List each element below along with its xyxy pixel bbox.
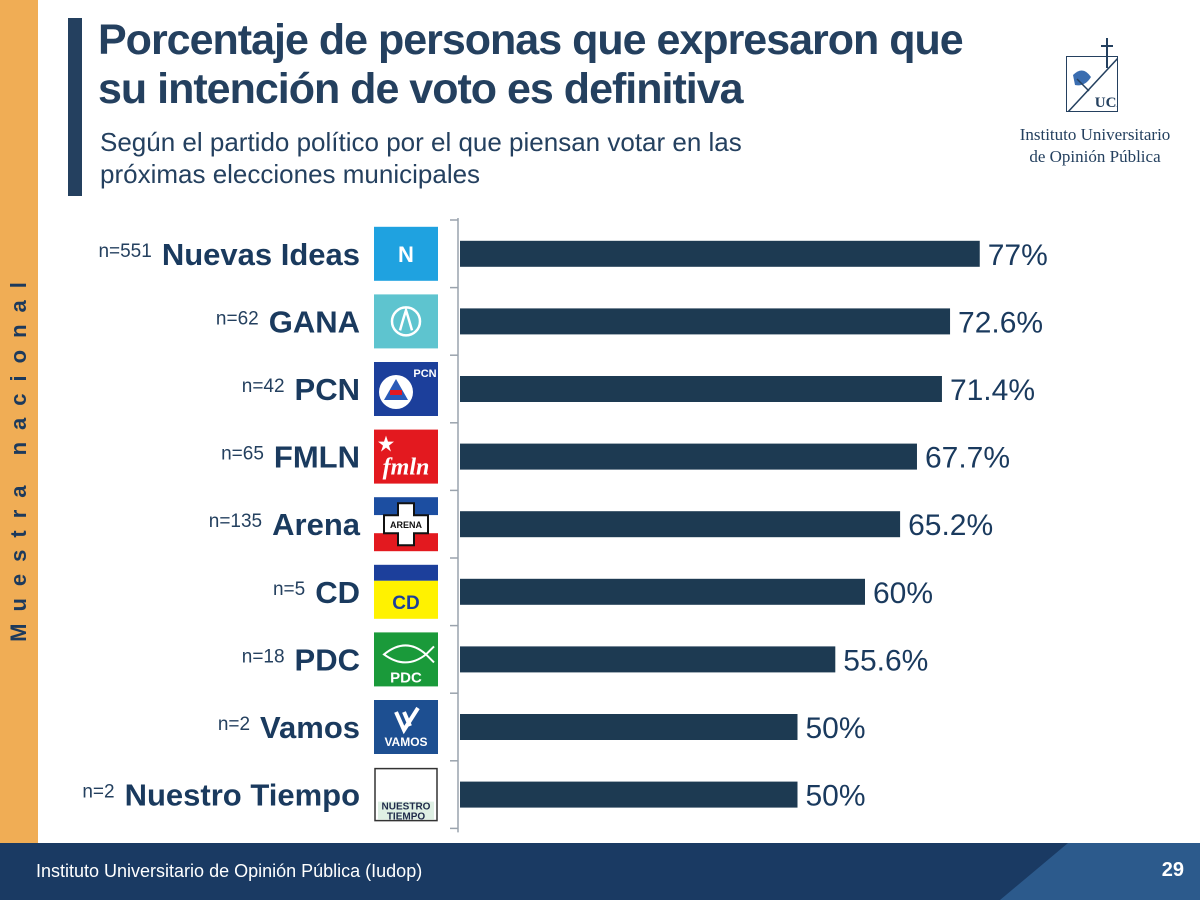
sample-size-label: n=62 bbox=[216, 308, 259, 329]
logo-text: CD bbox=[392, 593, 419, 614]
iudop-logo: UCA Instituto Universitario de Opinión P… bbox=[1000, 38, 1190, 178]
party-label: Nuestro Tiempo bbox=[125, 778, 360, 813]
footer-institution: Instituto Universitario de Opinión Públi… bbox=[36, 861, 423, 881]
party-label: Nuevas Ideas bbox=[162, 237, 360, 272]
page-subtitle: Según el partido político por el que pie… bbox=[100, 127, 742, 189]
value-label: 50% bbox=[806, 780, 866, 813]
footer-bar: Instituto Universitario de Opinión Públi… bbox=[0, 843, 1200, 900]
party-label: PDC bbox=[295, 642, 360, 677]
party-label: FMLN bbox=[274, 440, 360, 475]
logo-text-line: TIEMPO bbox=[387, 812, 426, 823]
cd-logo: CD bbox=[374, 564, 438, 619]
sample-size-label: n=42 bbox=[242, 376, 285, 397]
value-label: 60% bbox=[873, 577, 933, 610]
sample-size-label: n=65 bbox=[221, 444, 264, 465]
party-label: Arena bbox=[272, 507, 361, 542]
logo-text: VAMOS bbox=[384, 735, 427, 749]
bar bbox=[460, 578, 865, 605]
pcn-logo: PCN bbox=[374, 362, 438, 416]
value-label: 67.7% bbox=[925, 442, 1010, 475]
logo-text: PCN bbox=[413, 368, 436, 380]
page-title: Porcentaje de personas que expresaron qu… bbox=[98, 16, 964, 113]
logo-text-line: NUESTRO bbox=[382, 802, 431, 813]
logo-line-1: Instituto Universitario bbox=[1019, 125, 1171, 144]
value-label: 50% bbox=[806, 712, 866, 745]
logo-line-2: de Opinión Pública bbox=[1029, 147, 1161, 166]
bar bbox=[460, 511, 901, 538]
bar bbox=[460, 240, 980, 267]
bar bbox=[460, 781, 798, 808]
value-label: 55.6% bbox=[843, 644, 928, 677]
pdc-logo: PDC bbox=[374, 632, 438, 687]
value-label: 77% bbox=[988, 239, 1048, 272]
bar bbox=[460, 714, 798, 740]
logo-text: PDC bbox=[390, 669, 422, 686]
sample-size-label: n=551 bbox=[98, 241, 151, 262]
cross-icon bbox=[1101, 38, 1113, 68]
value-label: 65.2% bbox=[908, 509, 993, 542]
sample-size-label: n=135 bbox=[209, 511, 262, 532]
sample-size-label: n=5 bbox=[273, 579, 305, 600]
title-accent-bar bbox=[68, 18, 82, 196]
sample-size-label: n=2 bbox=[82, 782, 114, 803]
logo-text: fmln bbox=[383, 455, 430, 481]
sidebar-band: Muestra nacional bbox=[0, 0, 38, 843]
bar bbox=[460, 443, 917, 470]
party-label: PCN bbox=[295, 372, 360, 407]
uca-mark: UCA bbox=[1095, 95, 1118, 111]
bar bbox=[460, 308, 951, 335]
party-label: CD bbox=[315, 575, 360, 610]
fmln-logo: fmln bbox=[374, 429, 438, 484]
sample-size-label: n=2 bbox=[218, 714, 250, 735]
uca-emblem: UCA bbox=[1066, 56, 1118, 112]
bar bbox=[460, 376, 942, 402]
logo-text: ARENA bbox=[390, 520, 423, 530]
arena-logo: ARENA bbox=[374, 497, 438, 552]
logo-text: N bbox=[398, 242, 414, 267]
sample-size-label: n=18 bbox=[242, 646, 285, 667]
value-label: 71.4% bbox=[950, 374, 1035, 407]
vamos-logo: VAMOS bbox=[374, 700, 438, 754]
gana-logo bbox=[374, 294, 438, 349]
party-label: GANA bbox=[269, 304, 360, 339]
bar bbox=[460, 646, 836, 673]
bar-chart: 77% Nuevas Ideas n=551 N 72.6% GANA n=62 71.4% P… bbox=[82, 218, 1048, 833]
page-number: 29 bbox=[1161, 859, 1184, 881]
party-label: Vamos bbox=[260, 710, 360, 745]
value-label: 72.6% bbox=[958, 306, 1043, 339]
nuevas-ideas-logo: N bbox=[374, 226, 438, 281]
